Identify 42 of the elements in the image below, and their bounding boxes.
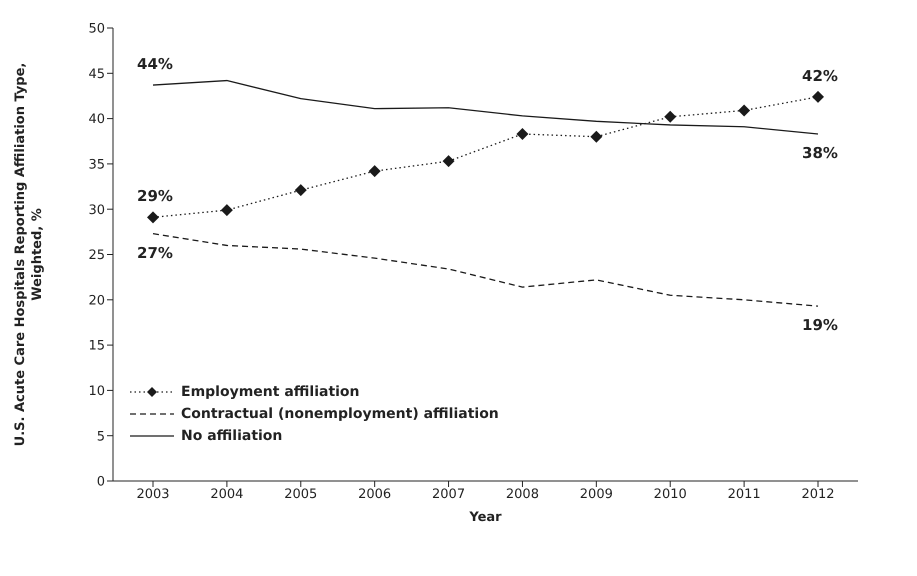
annotation: 44% [136, 55, 174, 74]
legend-label: Contractual (nonemployment) affiliation [181, 406, 499, 422]
y-tick-label: 10 [88, 384, 105, 400]
x-tick-label: 2006 [358, 487, 392, 502]
y-tick-label: 50 [88, 22, 105, 37]
x-tick-label: 2012 [801, 487, 835, 502]
legend-label: No affiliation [181, 428, 282, 444]
x-tick-label: 2004 [210, 487, 244, 502]
x-tick-label: 2007 [432, 487, 466, 502]
y-tick-label: 15 [88, 338, 105, 354]
point [368, 165, 381, 178]
y-tick-label: 45 [88, 66, 105, 82]
x-axis-title: Year [468, 510, 502, 525]
y-tick-label: 20 [88, 293, 105, 308]
annotation: 38% [801, 144, 839, 162]
y-tick-label: 40 [88, 112, 105, 128]
y-axis-title: U.S. Acute Care Hospitals Reporting Affiliation Type, Weighted, % [13, 62, 45, 446]
point [664, 110, 676, 123]
point [516, 128, 528, 140]
y-tick-label: 5 [96, 429, 105, 444]
legend-label: Employment affiliation [181, 384, 360, 400]
point [590, 130, 602, 143]
x-tick-label: 2009 [580, 487, 613, 502]
x-tick-label: 2011 [728, 487, 761, 502]
annotation: 29% [136, 187, 174, 206]
annotation: 19% [801, 316, 839, 334]
y-tick-label: 25 [88, 248, 105, 264]
point [294, 184, 307, 196]
point [442, 155, 455, 168]
annotation: 27% [136, 244, 174, 262]
x-tick-label: 2003 [136, 487, 170, 502]
point [812, 90, 824, 103]
y-tick-label: 30 [88, 202, 105, 218]
x-tick-label: 2008 [506, 487, 539, 502]
y-tick-label: 0 [96, 474, 105, 490]
annotation: 42% [801, 66, 839, 85]
point [220, 204, 233, 216]
x-tick-label: 2005 [284, 487, 318, 502]
y-tick-label: 35 [88, 158, 105, 173]
point [147, 211, 159, 224]
x-tick-label: 2010 [654, 487, 687, 502]
point [738, 104, 750, 116]
